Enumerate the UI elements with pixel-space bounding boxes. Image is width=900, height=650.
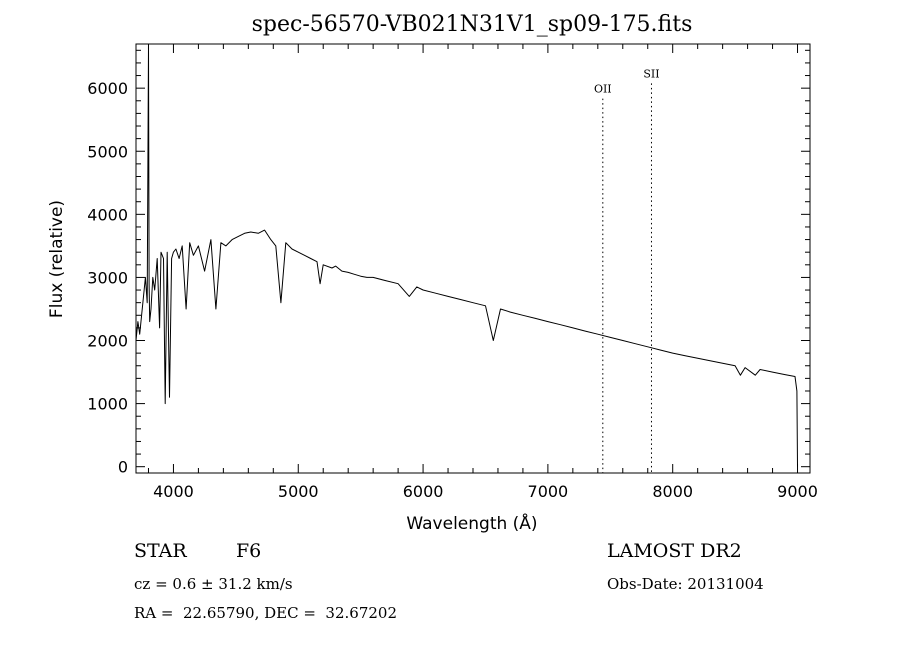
spectrum-series	[135, 43, 798, 467]
x-axis-tick-labels: 4000 5000 6000 7000 8000 9000	[153, 482, 818, 501]
annotation-labels: OII SII	[594, 67, 660, 95]
x-tick-label: 4000	[153, 482, 194, 501]
object-type: STAR	[134, 540, 187, 562]
reference-lines	[602, 83, 652, 473]
y-tick-label: 0	[118, 458, 128, 477]
plot-frame	[135, 43, 811, 474]
y-tick-label: 6000	[87, 79, 128, 98]
object-subclass: F6	[236, 540, 262, 562]
x-tick-label: 9000	[777, 482, 818, 501]
y-tick-label: 4000	[87, 205, 128, 224]
spectrum-line	[135, 43, 798, 467]
x-tick-label: 7000	[528, 482, 569, 501]
coordinates-readout: RA = 22.65790, DEC = 32.67202	[134, 604, 398, 622]
y-tick-label: 3000	[87, 268, 128, 287]
redshift-readout: cz = 0.6 ± 31.2 km/s	[134, 575, 293, 593]
y-axis-ticks	[136, 49, 810, 468]
ref-line-label-sii: SII	[643, 67, 659, 80]
y-tick-label: 5000	[87, 142, 128, 161]
x-tick-label: 6000	[403, 482, 444, 501]
observation-date: Obs-Date: 20131004	[607, 575, 764, 593]
y-tick-label: 1000	[87, 395, 128, 414]
x-tick-label: 5000	[278, 482, 319, 501]
y-tick-label: 2000	[87, 332, 128, 351]
survey-name: LAMOST DR2	[607, 540, 742, 562]
chart-title: spec-56570-VB021N31V1_sp09-175.fits	[252, 12, 693, 37]
y-axis-label: Flux (relative)	[47, 200, 67, 318]
x-axis-ticks	[147, 44, 799, 473]
x-tick-label: 8000	[652, 482, 693, 501]
y-axis-tick-labels: 0 1000 2000 3000 4000 5000 6000	[87, 79, 128, 477]
ref-line-label-oii: OII	[594, 83, 612, 96]
x-axis-label: Wavelength (Å)	[406, 512, 537, 534]
